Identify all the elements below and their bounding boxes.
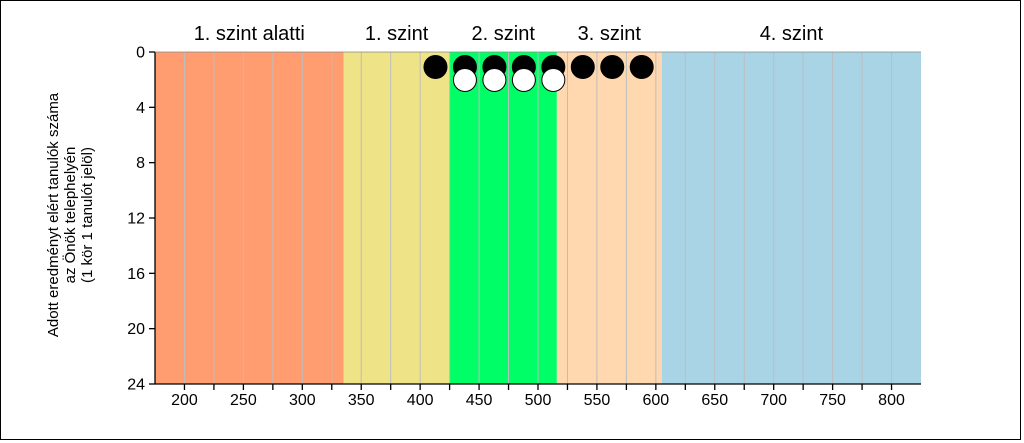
x-tick-label: 200 [171, 392, 198, 409]
y-tick-label: 12 [127, 211, 145, 228]
level-band [343, 52, 450, 384]
x-tick-label: 450 [466, 392, 493, 409]
x-tick-label: 650 [701, 392, 728, 409]
level-label: 2. szint [472, 23, 536, 45]
level-band [155, 52, 344, 384]
level-band [661, 52, 921, 384]
level-bands: 1. szint alatti 1. szint 2. szint 3. szint 4… [155, 23, 921, 384]
level-label: 3. szint [578, 23, 642, 45]
y-tick-label: 16 [127, 266, 145, 283]
student-marker [511, 68, 536, 92]
x-tick-label: 500 [525, 392, 552, 409]
x-tick-label: 750 [819, 392, 846, 409]
student-marker [541, 68, 566, 92]
student-marker [452, 68, 477, 92]
x-tick-label: 350 [348, 392, 375, 409]
x-tick-label: 400 [407, 392, 434, 409]
y-tick-label: 20 [127, 321, 145, 338]
y-tick-label: 0 [136, 45, 145, 62]
x-tick-label: 600 [642, 392, 669, 409]
y-axis-title-line: Adott eredményt elért tanulók száma [45, 92, 62, 337]
level-label: 1. szint alatti [194, 23, 305, 45]
student-marker [600, 55, 625, 79]
vertical-gridlines [183, 52, 893, 384]
y-axis-title-line: (1 kör 1 tanulót jelöl) [79, 147, 96, 283]
level-label: 1. szint [365, 23, 429, 45]
x-tick-label: 800 [878, 392, 905, 409]
student-marker [570, 55, 595, 79]
x-tick-label: 300 [289, 392, 316, 409]
x-tick-label: 250 [230, 392, 257, 409]
y-axis-title-line: az Önök telephelyén [61, 147, 79, 284]
axes: 0 4 8 12 16 20 24 200 250 300 350 400 450 500 550 600 65… [127, 45, 921, 409]
x-tick-label: 700 [760, 392, 787, 409]
level-band [449, 52, 557, 384]
y-tick-label: 24 [127, 377, 145, 394]
student-marker [423, 55, 448, 79]
x-tick-label: 550 [584, 392, 611, 409]
y-tick-label: 4 [136, 100, 145, 117]
student-markers [423, 55, 654, 92]
y-axis-title: Adott eredményt elért tanulók száma az Ön… [45, 92, 96, 337]
level-label: 4. szint [760, 23, 824, 45]
y-tick-label: 8 [136, 155, 145, 172]
student-marker [629, 55, 654, 79]
student-marker [482, 68, 507, 92]
level-band [556, 52, 662, 384]
